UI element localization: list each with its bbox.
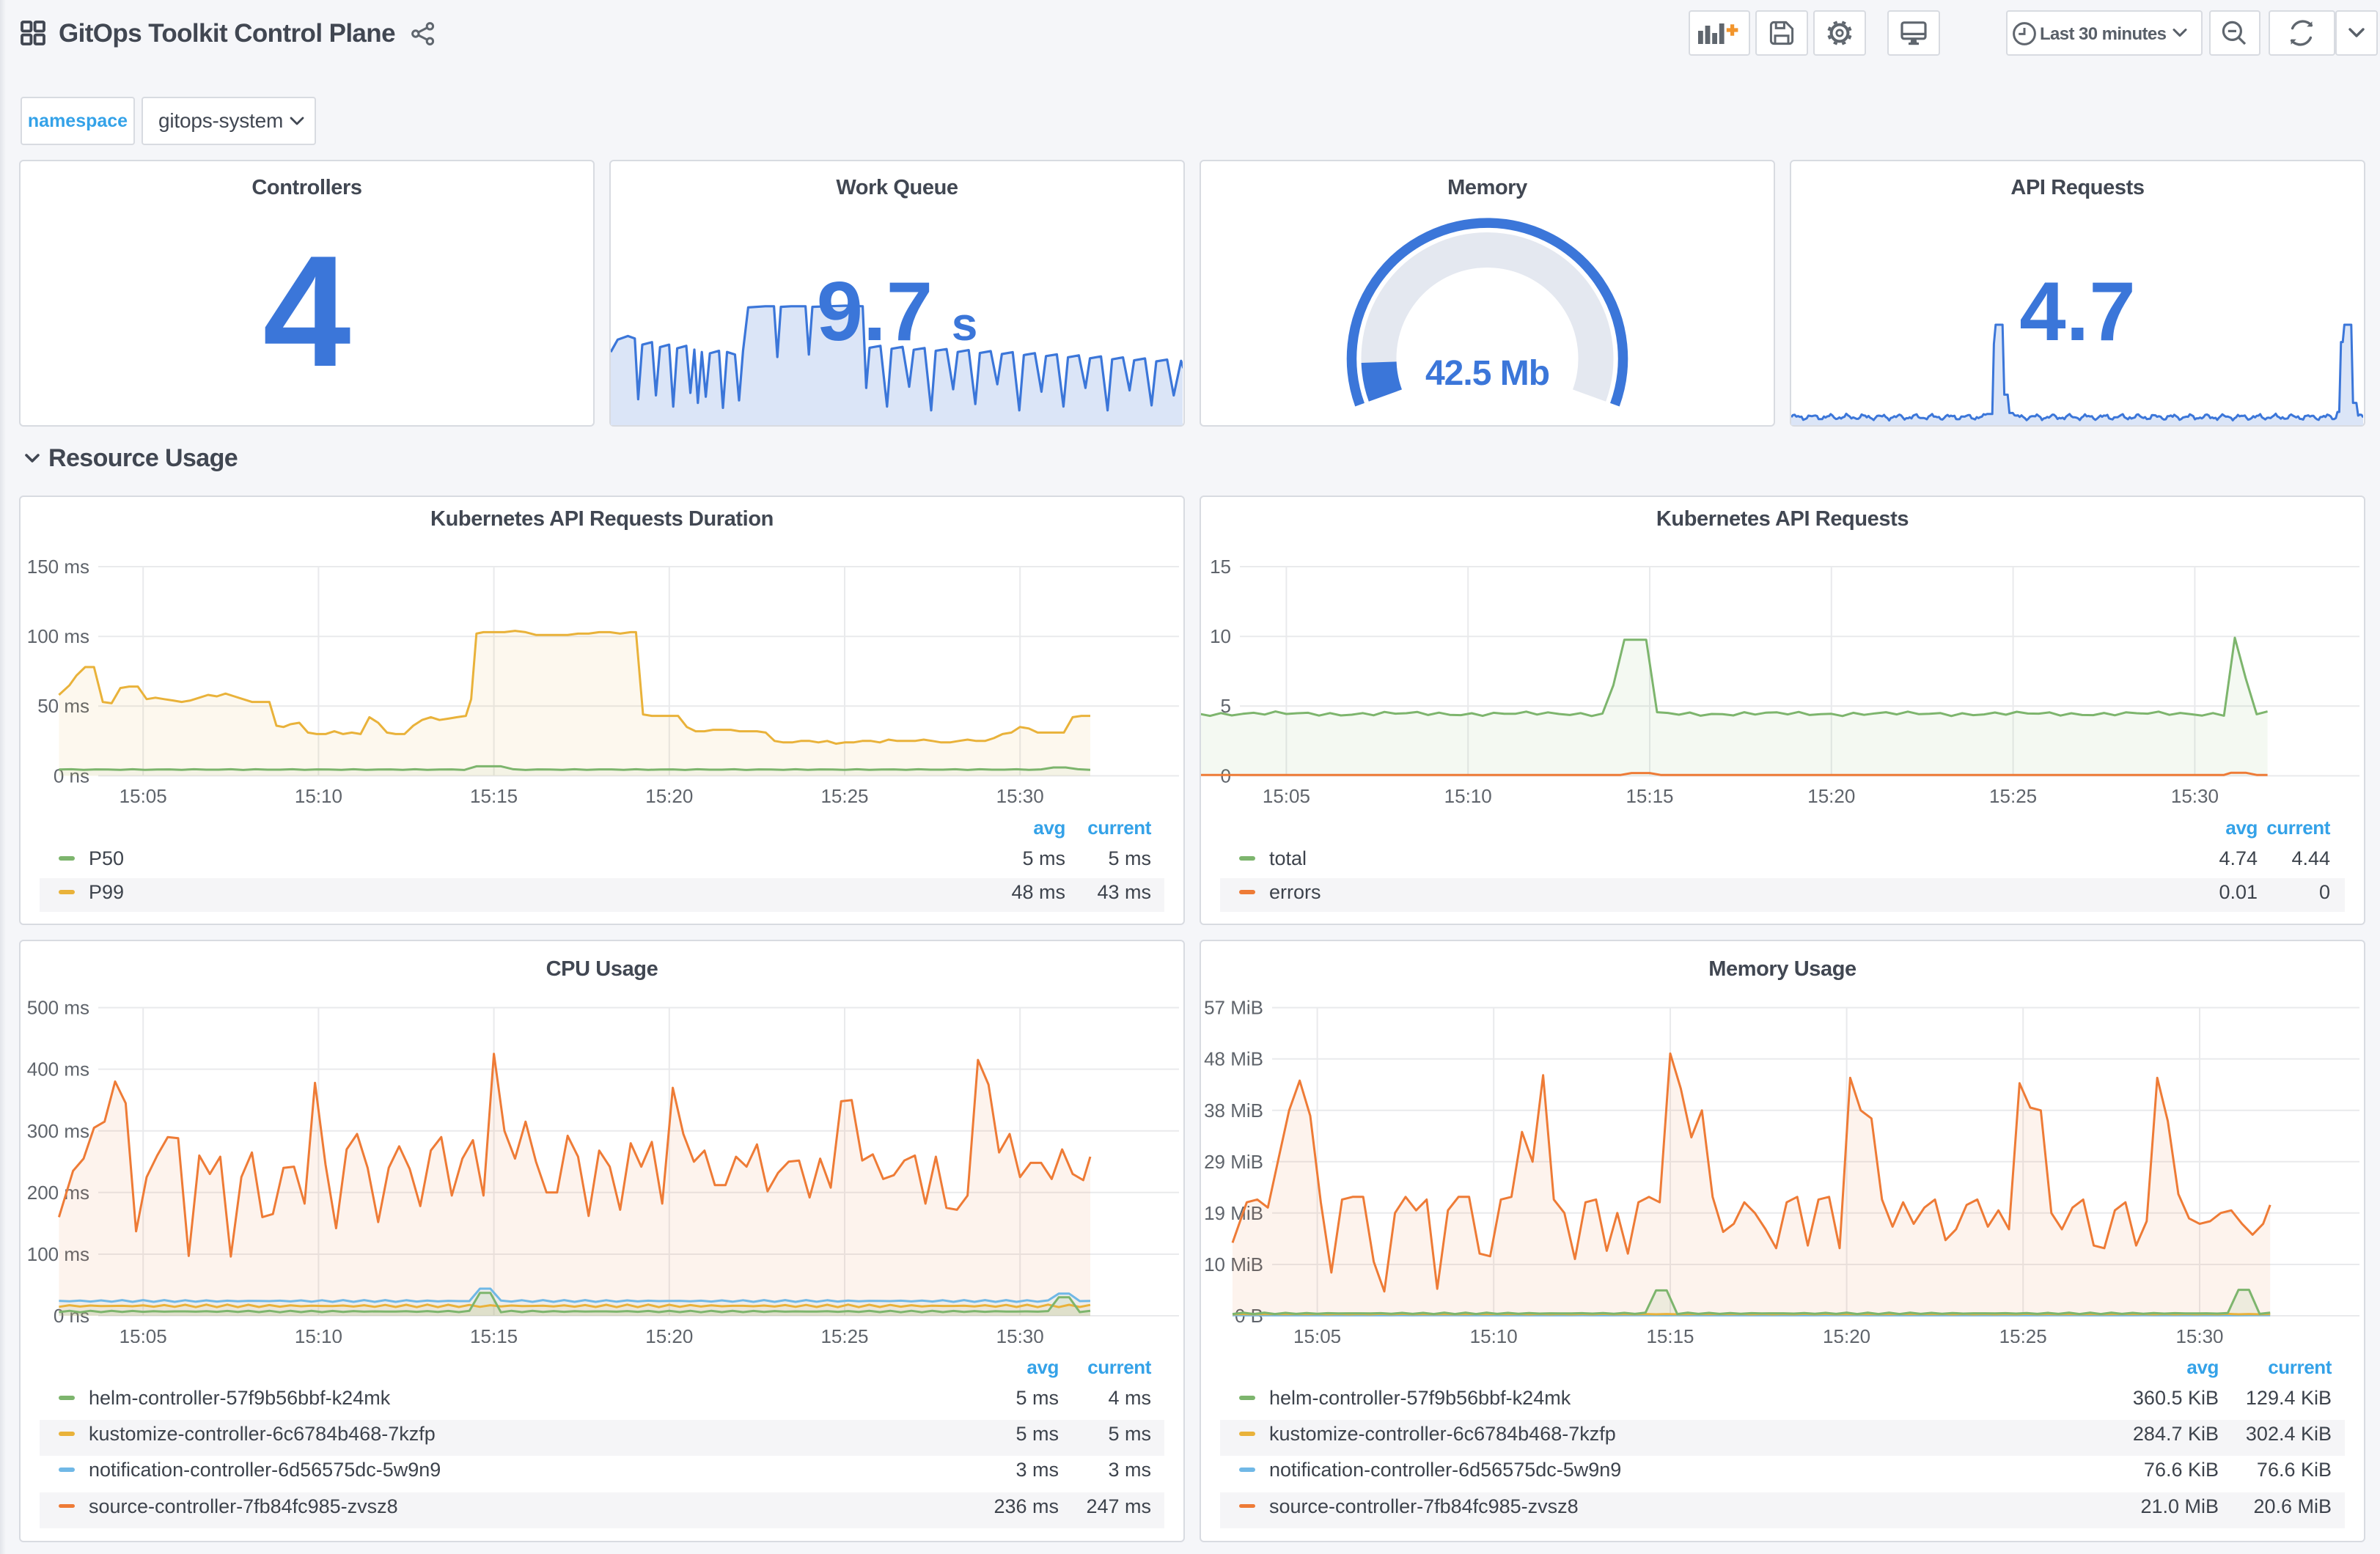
svg-text:100 ms: 100 ms [27, 1243, 89, 1265]
svg-text:150 ms: 150 ms [27, 556, 89, 578]
svg-text:15:15: 15:15 [1626, 785, 1673, 807]
svg-text:15:20: 15:20 [645, 785, 693, 807]
svg-text:15:25: 15:25 [1989, 785, 2037, 807]
svg-text:15:30: 15:30 [996, 785, 1044, 807]
svg-text:57 MiB: 57 MiB [1204, 997, 1263, 1019]
svg-text:15:05: 15:05 [1263, 785, 1310, 807]
svg-text:200 ms: 200 ms [27, 1182, 89, 1204]
svg-text:400 ms: 400 ms [27, 1058, 89, 1080]
svg-text:15:20: 15:20 [645, 1325, 693, 1343]
svg-text:15:05: 15:05 [120, 785, 167, 807]
svg-text:15:25: 15:25 [820, 785, 868, 807]
svg-text:10: 10 [1210, 625, 1231, 647]
svg-text:15:05: 15:05 [1293, 1325, 1341, 1343]
svg-text:15:30: 15:30 [996, 1325, 1044, 1343]
svg-text:50 ms: 50 ms [37, 695, 89, 717]
svg-text:10 MiB: 10 MiB [1204, 1253, 1263, 1275]
svg-text:15:20: 15:20 [1823, 1325, 1870, 1343]
svg-text:15:05: 15:05 [120, 1325, 167, 1343]
svg-text:500 ms: 500 ms [27, 997, 89, 1019]
svg-text:19 MiB: 19 MiB [1204, 1202, 1263, 1224]
svg-text:15:10: 15:10 [295, 785, 342, 807]
svg-text:15:15: 15:15 [1646, 1325, 1694, 1343]
svg-text:300 ms: 300 ms [27, 1120, 89, 1142]
svg-text:15:25: 15:25 [1999, 1325, 2047, 1343]
svg-text:100 ms: 100 ms [27, 625, 89, 647]
svg-text:15:10: 15:10 [1444, 785, 1492, 807]
svg-text:15:25: 15:25 [820, 1325, 868, 1343]
svg-text:29 MiB: 29 MiB [1204, 1151, 1263, 1173]
svg-text:0 ns: 0 ns [54, 1305, 89, 1327]
svg-text:15:10: 15:10 [295, 1325, 342, 1343]
svg-text:15: 15 [1210, 556, 1231, 578]
svg-text:15:30: 15:30 [2171, 785, 2219, 807]
svg-text:15:20: 15:20 [1807, 785, 1855, 807]
svg-text:5: 5 [1221, 695, 1231, 717]
svg-text:38 MiB: 38 MiB [1204, 1100, 1263, 1122]
svg-text:15:10: 15:10 [1470, 1325, 1518, 1343]
svg-text:48 MiB: 48 MiB [1204, 1048, 1263, 1070]
svg-text:15:15: 15:15 [470, 1325, 518, 1343]
svg-text:15:15: 15:15 [470, 785, 518, 807]
svg-text:15:30: 15:30 [2175, 1325, 2223, 1343]
